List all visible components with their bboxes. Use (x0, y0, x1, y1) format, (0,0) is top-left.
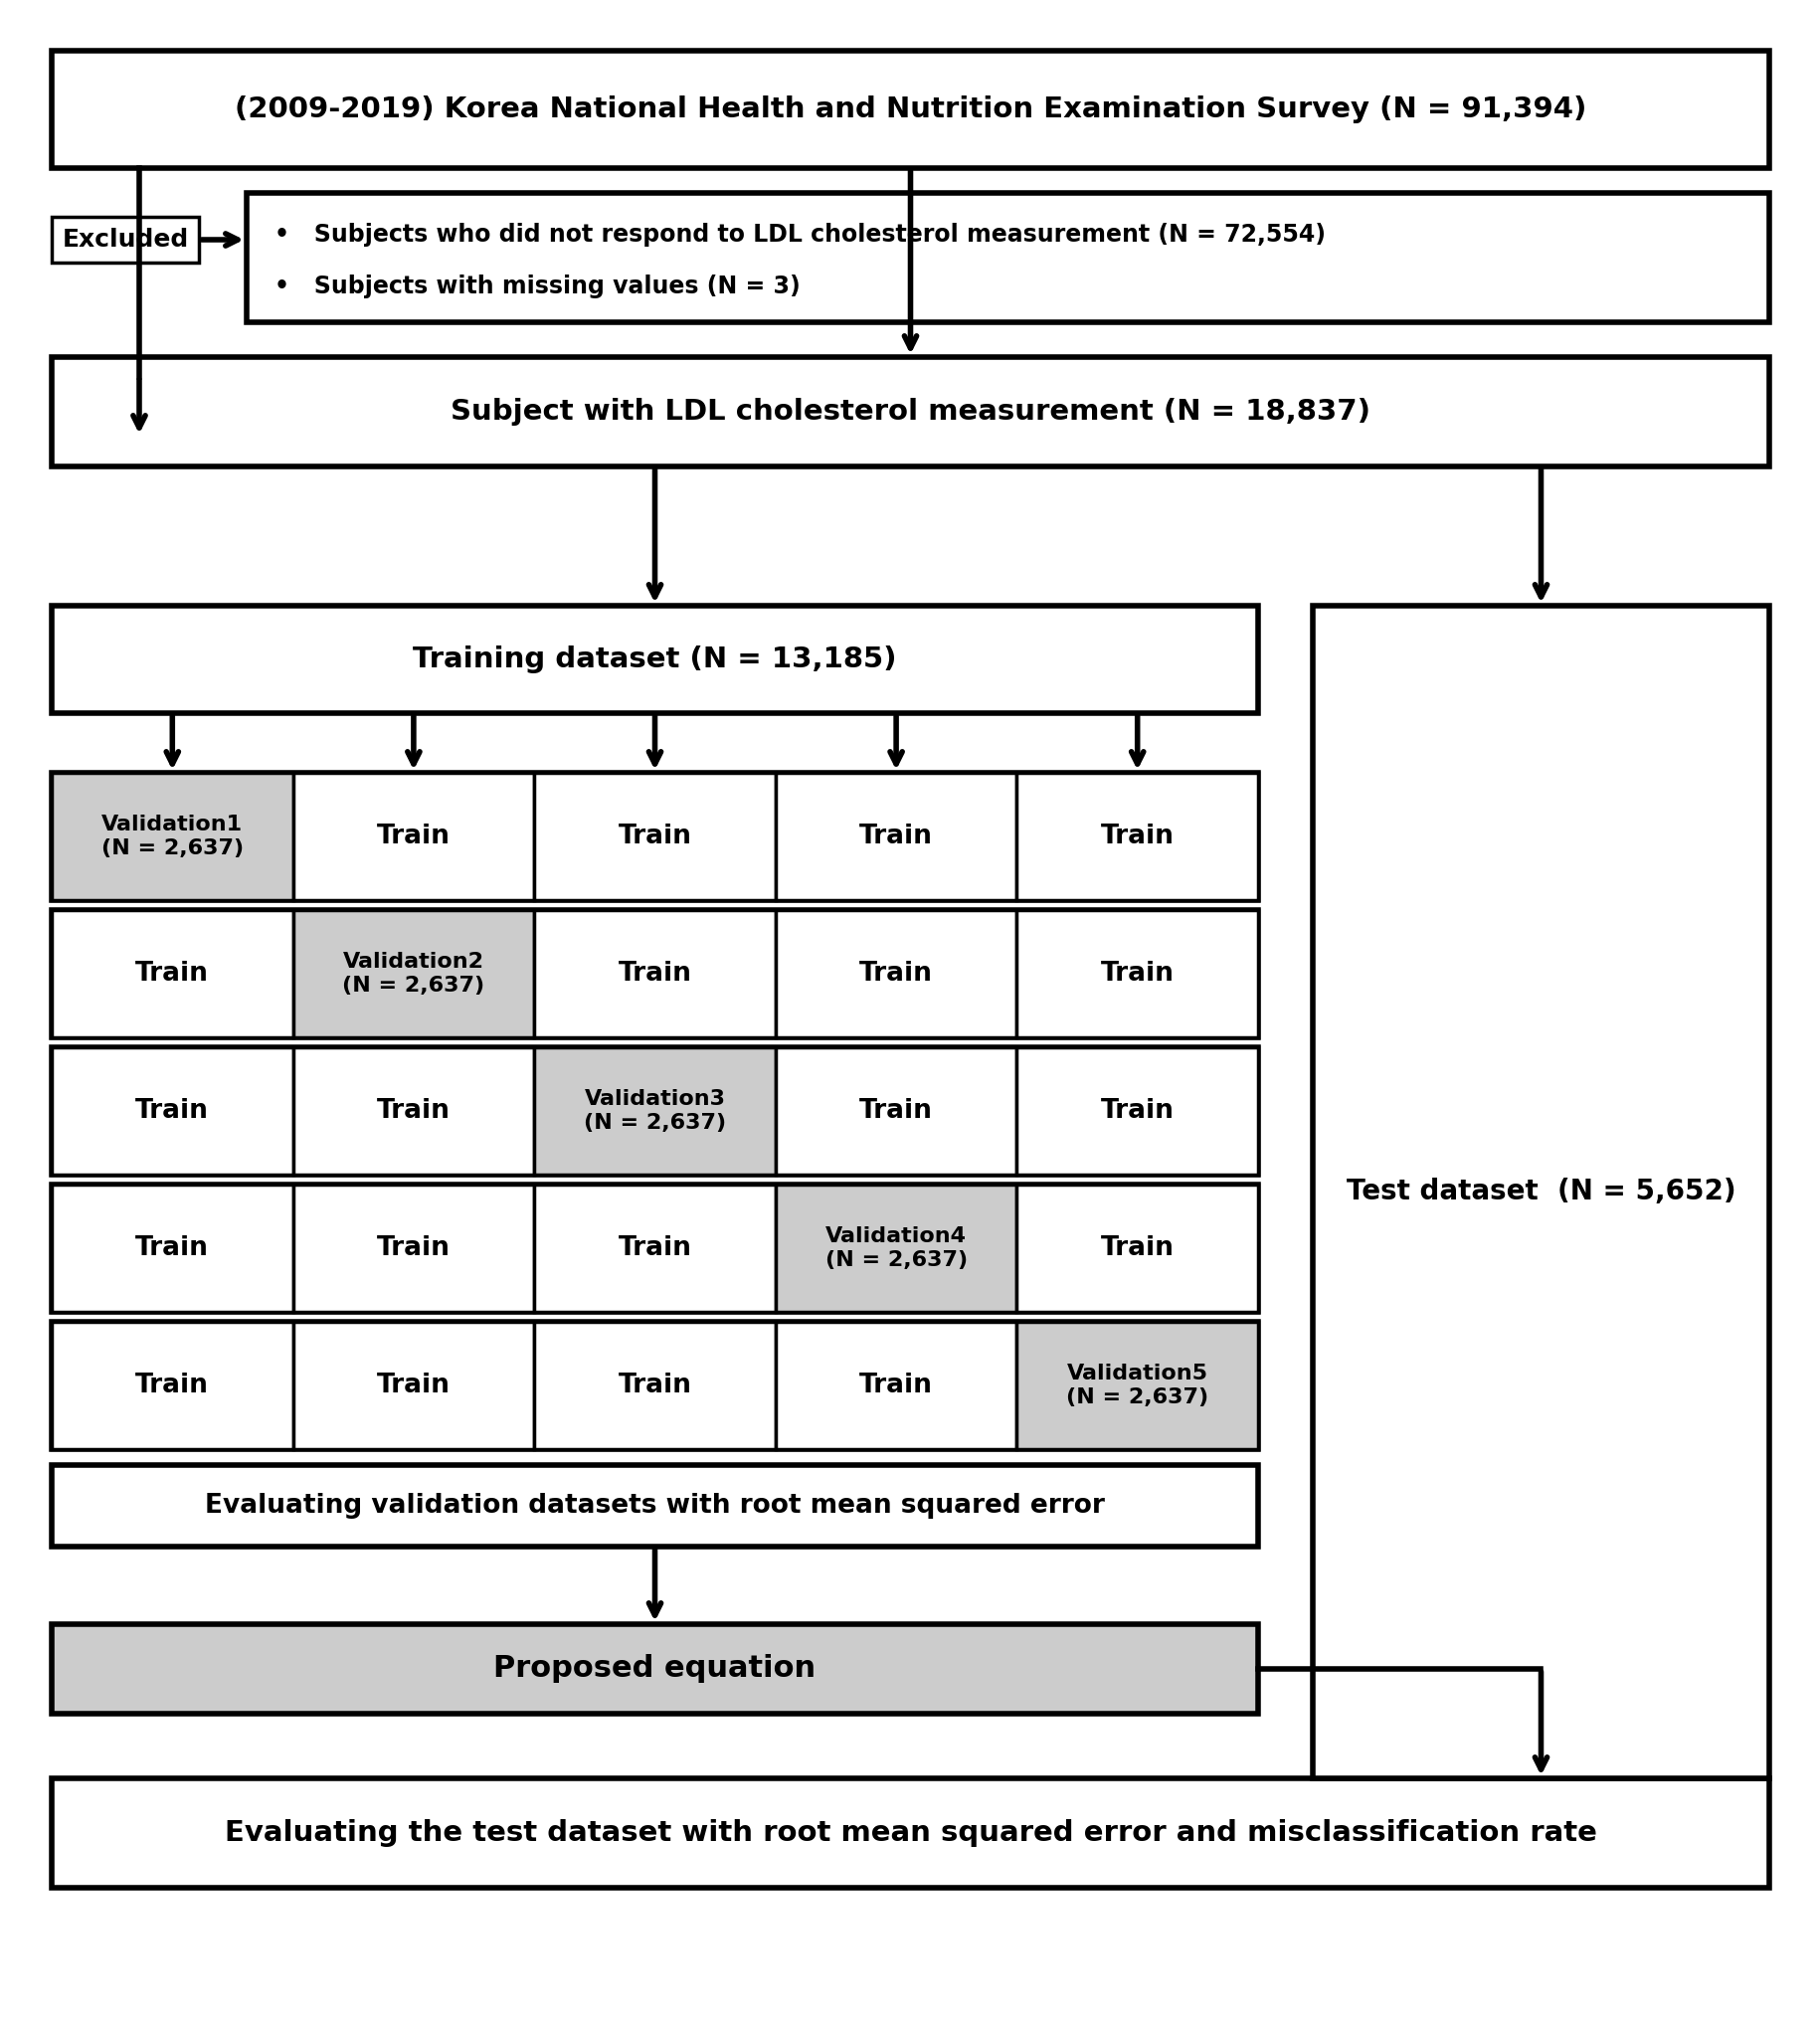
Text: Evaluating the test dataset with root mean squared error and misclassification r: Evaluating the test dataset with root me… (224, 1819, 1596, 1847)
Bar (51, 216, 198, 263)
Bar (293, 910, 533, 1038)
Text: Train: Train (859, 823, 932, 850)
Bar (533, 1321, 775, 1448)
Bar (533, 773, 775, 900)
Bar (51, 910, 1258, 1038)
Bar (1016, 1185, 1258, 1311)
Text: Train: Train (377, 1236, 450, 1260)
Bar (533, 1048, 775, 1175)
Bar (1016, 1321, 1258, 1448)
Text: Validation3
(N = 2,637): Validation3 (N = 2,637) (584, 1090, 726, 1133)
Bar (51, 1185, 293, 1311)
Text: Train: Train (617, 961, 692, 987)
Text: Train: Train (1099, 1236, 1174, 1260)
Text: Test dataset  (N = 5,652): Test dataset (N = 5,652) (1345, 1177, 1734, 1206)
Text: Train: Train (617, 1372, 692, 1398)
Bar (775, 773, 1016, 900)
Text: •   Subjects who did not respond to LDL cholesterol measurement (N = 72,554): • Subjects who did not respond to LDL ch… (275, 223, 1325, 247)
Bar (293, 1185, 533, 1311)
Bar (51, 51, 1769, 168)
Bar (51, 1321, 293, 1448)
Bar (775, 1185, 1016, 1311)
Bar (51, 605, 1258, 714)
Text: •   Subjects with missing values (N = 3): • Subjects with missing values (N = 3) (275, 273, 801, 297)
Text: Train: Train (135, 1236, 209, 1260)
Text: Train: Train (135, 961, 209, 987)
Bar (533, 910, 775, 1038)
Text: Validation4
(N = 2,637): Validation4 (N = 2,637) (824, 1226, 966, 1270)
Bar (51, 1185, 1258, 1311)
Bar (51, 1048, 293, 1175)
Text: Train: Train (377, 1098, 450, 1125)
Bar (51, 910, 293, 1038)
Bar (51, 1321, 1258, 1448)
Bar (1016, 773, 1258, 900)
Text: Train: Train (859, 1098, 932, 1125)
Bar (293, 1321, 533, 1448)
Bar (51, 1778, 1769, 1887)
Bar (775, 910, 1016, 1038)
Text: (2009-2019) Korea National Health and Nutrition Examination Survey (N = 91,394): (2009-2019) Korea National Health and Nu… (235, 95, 1585, 123)
Bar (51, 773, 293, 900)
Bar (51, 1048, 1258, 1175)
Bar (1016, 1048, 1258, 1175)
Bar (246, 192, 1769, 322)
Text: Validation5
(N = 2,637): Validation5 (N = 2,637) (1067, 1364, 1208, 1406)
Text: Train: Train (377, 1372, 450, 1398)
Text: Validation2
(N = 2,637): Validation2 (N = 2,637) (342, 953, 484, 995)
Text: Training dataset (N = 13,185): Training dataset (N = 13,185) (413, 645, 895, 674)
Text: Validation1
(N = 2,637): Validation1 (N = 2,637) (102, 815, 244, 858)
Bar (775, 1321, 1016, 1448)
Text: Evaluating validation datasets with root mean squared error: Evaluating validation datasets with root… (206, 1493, 1105, 1519)
Text: Excluded: Excluded (62, 229, 189, 251)
Bar (1016, 910, 1258, 1038)
Bar (1312, 605, 1769, 1778)
Text: Subject with LDL cholesterol measurement (N = 18,837): Subject with LDL cholesterol measurement… (450, 399, 1370, 425)
Text: Train: Train (617, 823, 692, 850)
Bar (533, 1185, 775, 1311)
Text: Train: Train (135, 1372, 209, 1398)
Bar (51, 773, 1258, 900)
Text: Train: Train (377, 823, 450, 850)
Bar (775, 1048, 1016, 1175)
Text: Train: Train (135, 1098, 209, 1125)
Text: Train: Train (1099, 1098, 1174, 1125)
Bar (293, 1048, 533, 1175)
Bar (51, 1465, 1258, 1548)
Text: Train: Train (859, 961, 932, 987)
Text: Train: Train (617, 1236, 692, 1260)
Bar (51, 356, 1769, 467)
Bar (51, 1624, 1258, 1713)
Bar (293, 773, 533, 900)
Text: Train: Train (1099, 823, 1174, 850)
Text: Train: Train (859, 1372, 932, 1398)
Text: Proposed equation: Proposed equation (493, 1655, 815, 1683)
Text: Train: Train (1099, 961, 1174, 987)
